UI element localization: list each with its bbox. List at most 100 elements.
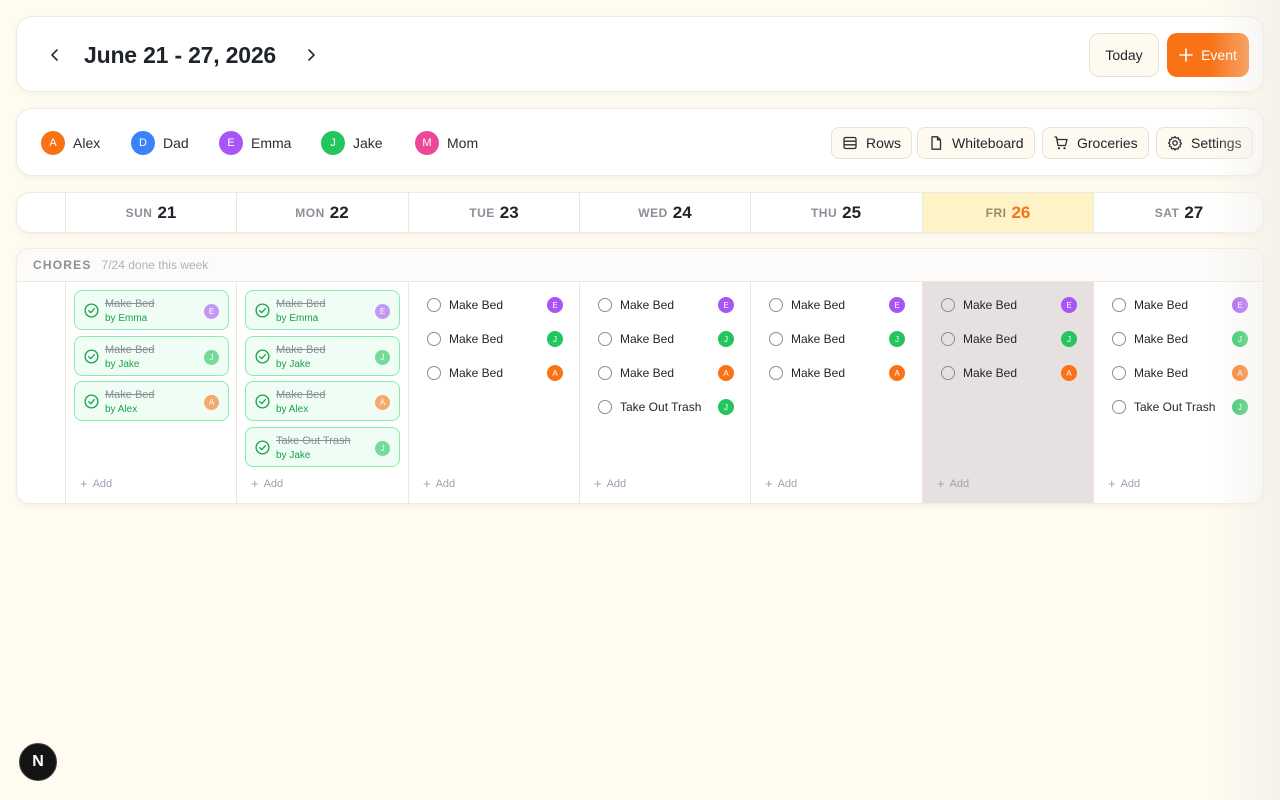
- add-chore-button[interactable]: + Add: [1108, 476, 1140, 491]
- chore-item[interactable]: Make Bed A: [598, 363, 734, 383]
- previous-week-button[interactable]: [39, 39, 71, 71]
- chore-item[interactable]: Make Bed E: [769, 295, 905, 315]
- assignee-avatar: J: [375, 349, 390, 365]
- chore-checkbox[interactable]: [598, 298, 612, 312]
- chore-completed[interactable]: Make Bed by Alex A: [245, 381, 400, 421]
- chore-item[interactable]: Make Bed J: [427, 329, 563, 349]
- member-filter-4[interactable]: M Mom: [415, 131, 478, 155]
- assignee-avatar: E: [1232, 297, 1248, 313]
- day-number: 25: [842, 203, 862, 222]
- add-chore-button[interactable]: + Add: [251, 476, 283, 491]
- member-filter-2[interactable]: E Emma: [219, 131, 291, 155]
- chore-completed[interactable]: Make Bed by Emma E: [245, 290, 400, 330]
- check-circle-icon: [255, 303, 270, 318]
- day-header-mon: MON 22: [236, 193, 407, 232]
- chore-completed[interactable]: Make Bed by Alex A: [74, 381, 229, 421]
- day-header-sun: SUN 21: [65, 193, 236, 232]
- chore-item[interactable]: Take Out Trash J: [1112, 397, 1248, 417]
- chore-checkbox[interactable]: [769, 366, 783, 380]
- chore-title: Make Bed: [449, 298, 504, 312]
- chore-item[interactable]: Make Bed E: [1112, 295, 1248, 315]
- chore-item[interactable]: Make Bed A: [769, 363, 905, 383]
- chore-item[interactable]: Make Bed A: [941, 363, 1077, 383]
- chore-completed[interactable]: Take Out Trash by Jake J: [245, 426, 400, 467]
- add-chore-button[interactable]: + Add: [423, 476, 455, 491]
- chore-item[interactable]: Make Bed J: [941, 329, 1077, 349]
- add-chore-label: Add: [435, 477, 456, 490]
- assignee-avatar: J: [375, 440, 390, 456]
- day-of-week: TUE: [469, 206, 495, 220]
- chore-checkbox[interactable]: [1112, 332, 1126, 346]
- chore-title: Make Bed: [276, 389, 326, 401]
- chore-item[interactable]: Make Bed E: [598, 295, 734, 315]
- nextjs-badge[interactable]: N: [19, 743, 57, 781]
- chore-item[interactable]: Take Out Trash J: [598, 397, 734, 417]
- chore-checkbox[interactable]: [598, 332, 612, 346]
- chore-completed[interactable]: Make Bed by Jake J: [245, 335, 400, 376]
- next-week-button[interactable]: [295, 39, 327, 71]
- chore-checkbox[interactable]: [427, 332, 441, 346]
- add-event-label: Event: [1201, 47, 1237, 63]
- chore-item[interactable]: Make Bed J: [769, 329, 905, 349]
- assignee-avatar: E: [1061, 297, 1077, 313]
- rows-view-button[interactable]: Rows: [831, 127, 913, 159]
- chore-item[interactable]: Make Bed A: [1112, 363, 1248, 383]
- chores-header: CHORES 7/24 done this week: [17, 249, 1263, 282]
- add-chore-button[interactable]: + Add: [80, 476, 112, 491]
- chore-checkbox[interactable]: [941, 366, 955, 380]
- assignee-avatar: A: [375, 395, 390, 410]
- chore-column-sun: Make Bed by Emma E Make Bed by Jake J Make Bed…: [65, 282, 236, 503]
- day-number: 24: [672, 203, 692, 222]
- chore-title: Make Bed: [620, 366, 675, 380]
- chore-item[interactable]: Make Bed J: [598, 329, 734, 349]
- chore-checkbox[interactable]: [427, 298, 441, 312]
- member-filter-0[interactable]: A Alex: [41, 131, 100, 155]
- chore-checkbox[interactable]: [598, 400, 612, 414]
- member-name: Mom: [447, 135, 479, 151]
- chore-item[interactable]: Make Bed E: [427, 295, 563, 315]
- add-chore-label: Add: [606, 477, 627, 490]
- chore-item[interactable]: Make Bed A: [427, 363, 563, 383]
- member-filter-3[interactable]: J Jake: [321, 131, 383, 155]
- chore-item[interactable]: Make Bed J: [1112, 329, 1248, 349]
- chore-checkbox[interactable]: [769, 332, 783, 346]
- chore-column-tue: Make Bed E Make Bed J Make Bed A + Add: [408, 282, 579, 503]
- chore-checkbox[interactable]: [1112, 400, 1126, 414]
- chore-title: Take Out Trash: [620, 400, 702, 414]
- chore-checkbox[interactable]: [598, 366, 612, 380]
- member-filter-1[interactable]: D Dad: [131, 131, 189, 155]
- today-button[interactable]: Today: [1089, 33, 1159, 77]
- chore-column-thu: Make Bed E Make Bed J Make Bed A + Add: [750, 282, 921, 503]
- rows-label: Rows: [866, 135, 902, 151]
- chore-checkbox[interactable]: [941, 332, 955, 346]
- add-chore-button[interactable]: + Add: [937, 476, 969, 491]
- settings-button[interactable]: Settings: [1156, 127, 1253, 159]
- chore-completed-by: by Jake: [105, 358, 140, 370]
- add-chore-label: Add: [949, 477, 970, 490]
- chore-title: Make Bed: [276, 343, 326, 356]
- chore-completed-by: by Alex: [105, 404, 138, 415]
- check-circle-icon: [84, 394, 99, 409]
- chore-completed[interactable]: Make Bed by Emma E: [74, 290, 229, 330]
- chore-title: Make Bed: [1134, 332, 1189, 346]
- chore-checkbox[interactable]: [1112, 298, 1126, 312]
- plus-icon: [1179, 48, 1193, 62]
- chore-item[interactable]: Make Bed E: [941, 295, 1077, 315]
- groceries-button[interactable]: Groceries: [1042, 127, 1149, 159]
- assignee-avatar: A: [1061, 365, 1077, 381]
- add-event-button[interactable]: Event: [1167, 33, 1249, 77]
- day-of-week: MON: [295, 206, 325, 220]
- chore-column-fri: Make Bed E Make Bed J Make Bed A + Add: [922, 282, 1093, 503]
- chore-checkbox[interactable]: [1112, 366, 1126, 380]
- chore-checkbox[interactable]: [427, 366, 441, 380]
- add-chore-button[interactable]: + Add: [594, 476, 626, 491]
- chore-completed-by: by Emma: [105, 313, 148, 324]
- chore-title: Make Bed: [963, 332, 1018, 346]
- whiteboard-button[interactable]: Whiteboard: [917, 127, 1035, 159]
- chore-completed[interactable]: Make Bed by Jake J: [74, 335, 229, 376]
- chore-title: Make Bed: [105, 298, 155, 310]
- add-chore-button[interactable]: + Add: [765, 476, 797, 491]
- assignee-avatar: E: [889, 297, 905, 313]
- chore-checkbox[interactable]: [769, 298, 783, 312]
- chore-checkbox[interactable]: [941, 298, 955, 312]
